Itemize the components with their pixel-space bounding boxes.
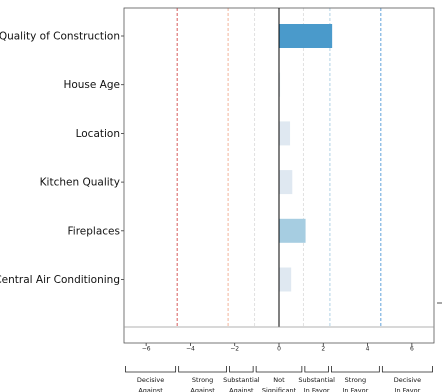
evidence-label-6-line2: In Favor bbox=[395, 387, 421, 392]
evidence-label-4-line2: In Favor bbox=[304, 387, 330, 392]
evidence-band-4: Substantial In Favor bbox=[298, 366, 335, 392]
bar-0 bbox=[279, 24, 333, 48]
evidence-label-5-line2: In Favor bbox=[343, 387, 369, 392]
x-axis-ticks: −6 −4 −2 0 2 4 6 bbox=[142, 343, 414, 353]
category-label-0: Quality of Construction bbox=[0, 31, 120, 43]
evidence-bracket-1 bbox=[178, 366, 227, 373]
evidence-label-1-line2: Against bbox=[190, 387, 215, 392]
evidence-label-3-line1: Not bbox=[273, 376, 285, 384]
evidence-band-3: Not Significant bbox=[255, 366, 303, 392]
evidence-bracket-2 bbox=[229, 366, 254, 373]
x-tick-label-5: 4 bbox=[366, 346, 370, 353]
evidence-label-5-line1: Strong bbox=[345, 376, 366, 384]
bar-5 bbox=[279, 267, 292, 292]
evidence-label-2-line2: Against bbox=[229, 387, 254, 392]
x-tick-label-0: −6 bbox=[142, 346, 151, 353]
evidence-band-1: Strong Against bbox=[178, 366, 227, 392]
category-labels: Quality of Construction House Age Location… bbox=[0, 31, 124, 286]
evidence-bands: Decisive Against Strong Against Substantial A… bbox=[125, 366, 433, 392]
x-tick-label-6: 6 bbox=[410, 346, 414, 353]
evidence-label-0-line2: Against bbox=[138, 387, 163, 392]
evidence-label-6-line1: Decisive bbox=[394, 376, 421, 384]
evidence-label-0-line1: Decisive bbox=[137, 376, 164, 384]
evidence-label-2-line1: Substantial bbox=[223, 376, 260, 384]
category-label-2: Location bbox=[76, 128, 120, 140]
evidence-band-5: Strong In Favor bbox=[331, 366, 380, 392]
evidence-bracket-5 bbox=[331, 366, 380, 373]
evidence-label-4-line1: Substantial bbox=[298, 376, 335, 384]
evidence-label-1-line1: Strong bbox=[192, 376, 213, 384]
bar-2 bbox=[279, 121, 291, 146]
evidence-bracket-6 bbox=[381, 366, 433, 373]
bars bbox=[279, 24, 333, 292]
evidence-bracket-3 bbox=[255, 366, 303, 373]
evidence-label-3-line2: Significant bbox=[262, 387, 297, 392]
bar-1 bbox=[279, 72, 281, 97]
bar-3 bbox=[279, 170, 293, 195]
evidence-band-6: Decisive In Favor bbox=[381, 366, 433, 392]
bar-4 bbox=[279, 218, 306, 243]
reference-lines bbox=[176, 8, 382, 327]
x-tick-label-3: 0 bbox=[277, 346, 281, 353]
evidence-band-0: Decisive Against bbox=[125, 366, 177, 392]
evidence-band-2: Substantial Against bbox=[223, 366, 260, 392]
evidence-bracket-4 bbox=[304, 366, 329, 373]
x-tick-label-4: 2 bbox=[321, 346, 325, 353]
category-label-4: Fireplaces bbox=[68, 225, 120, 237]
category-label-3: Kitchen Quality bbox=[40, 177, 120, 189]
category-label-5: Central Air Conditioning bbox=[0, 274, 120, 286]
category-label-1: House Age bbox=[63, 79, 120, 91]
evidence-bracket-0 bbox=[125, 366, 177, 373]
x-tick-label-2: −2 bbox=[230, 346, 239, 353]
x-tick-label-1: −4 bbox=[186, 346, 195, 353]
